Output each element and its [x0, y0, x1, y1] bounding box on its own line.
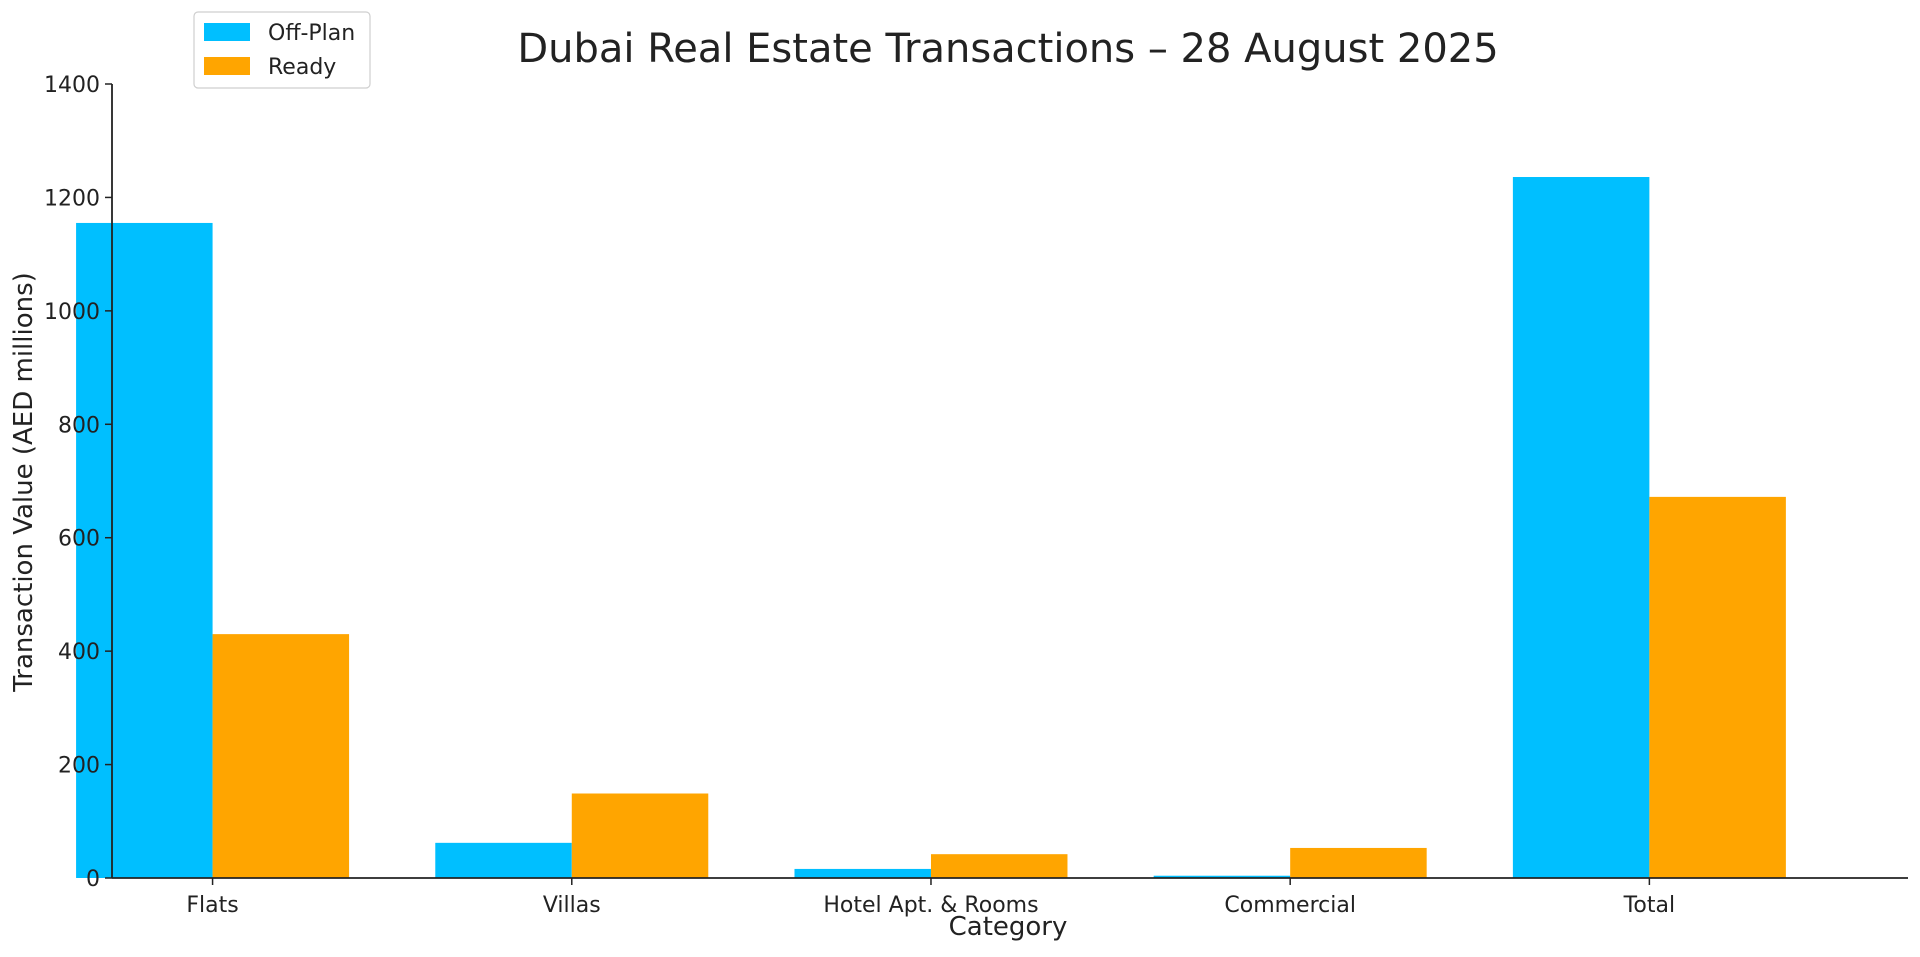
legend: Off-Plan Ready [193, 11, 371, 89]
bars-layer [76, 177, 1786, 878]
axes-layer [111, 84, 1908, 879]
y-ticks-layer: 0 200 400 600 800 1000 1200 1400 [44, 73, 112, 892]
bar-ready-flats [212, 634, 350, 878]
y-tick-label: 400 [58, 640, 100, 665]
bar-off-plan-hotel-apt-rooms [794, 868, 931, 878]
bar-ready-total [1649, 496, 1786, 878]
x-tick-label: Total [1623, 893, 1675, 918]
x-axis-label: Category [949, 912, 1068, 942]
y-tick-label: 800 [58, 413, 100, 438]
y-tick-label: 1400 [44, 73, 100, 98]
x-tick-label: Commercial [1224, 893, 1356, 918]
bar-off-plan-total [1512, 177, 1650, 878]
legend-swatch-ready [204, 57, 250, 75]
legend-swatch-off-plan [204, 23, 250, 41]
bar-ready-hotel-apt-rooms [930, 854, 1068, 878]
x-tick-label: Flats [186, 893, 238, 918]
bar-off-plan-flats [76, 222, 213, 878]
bar-ready-commercial [1290, 847, 1427, 878]
y-tick-label: 600 [58, 527, 100, 552]
bar-off-plan-commercial [1153, 875, 1291, 878]
bar-off-plan-villas [435, 842, 572, 878]
y-tick-label: 200 [58, 754, 100, 779]
y-tick-label: 0 [86, 867, 100, 892]
x-tick-label: Villas [543, 893, 601, 918]
y-axis-label: Transaction Value (AED millions) [9, 272, 39, 693]
x-tick-label: Hotel Apt. & Rooms [823, 893, 1038, 918]
legend-label-off-plan: Off-Plan [268, 21, 355, 46]
bar-ready-villas [571, 793, 709, 878]
chart-title: Dubai Real Estate Transactions – 28 Augu… [517, 26, 1498, 72]
legend-label-ready: Ready [268, 55, 336, 80]
y-tick-label: 1000 [44, 300, 100, 325]
x-ticks-layer: Flats Villas Hotel Apt. & Rooms Commercial T… [186, 878, 1675, 918]
y-tick-label: 1200 [44, 186, 100, 211]
